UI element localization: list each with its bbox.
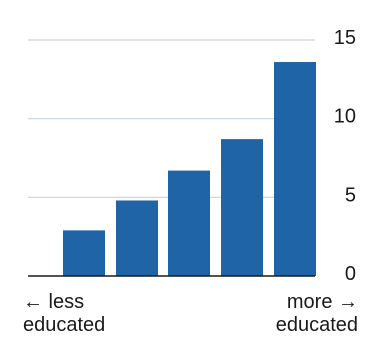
bars: [63, 62, 316, 276]
bar-4: [221, 139, 263, 276]
y-tick-label-15: 15: [334, 27, 356, 49]
y-tick-label-5: 5: [345, 184, 356, 206]
y-tick-label-10: 10: [334, 106, 356, 128]
bar-1: [63, 230, 105, 276]
x-left-label-line2: educated: [23, 314, 105, 336]
x-right-label-line2: educated: [276, 314, 358, 336]
bar-3: [168, 170, 210, 276]
y-tick-label-0: 0: [345, 263, 356, 285]
bar-2: [116, 200, 158, 276]
bar-5: [274, 62, 316, 276]
y-tick-labels: 0 5 10 15: [334, 27, 356, 285]
x-left-label-line1: ← less: [23, 291, 84, 313]
x-right-label-line1: more →: [287, 291, 358, 313]
